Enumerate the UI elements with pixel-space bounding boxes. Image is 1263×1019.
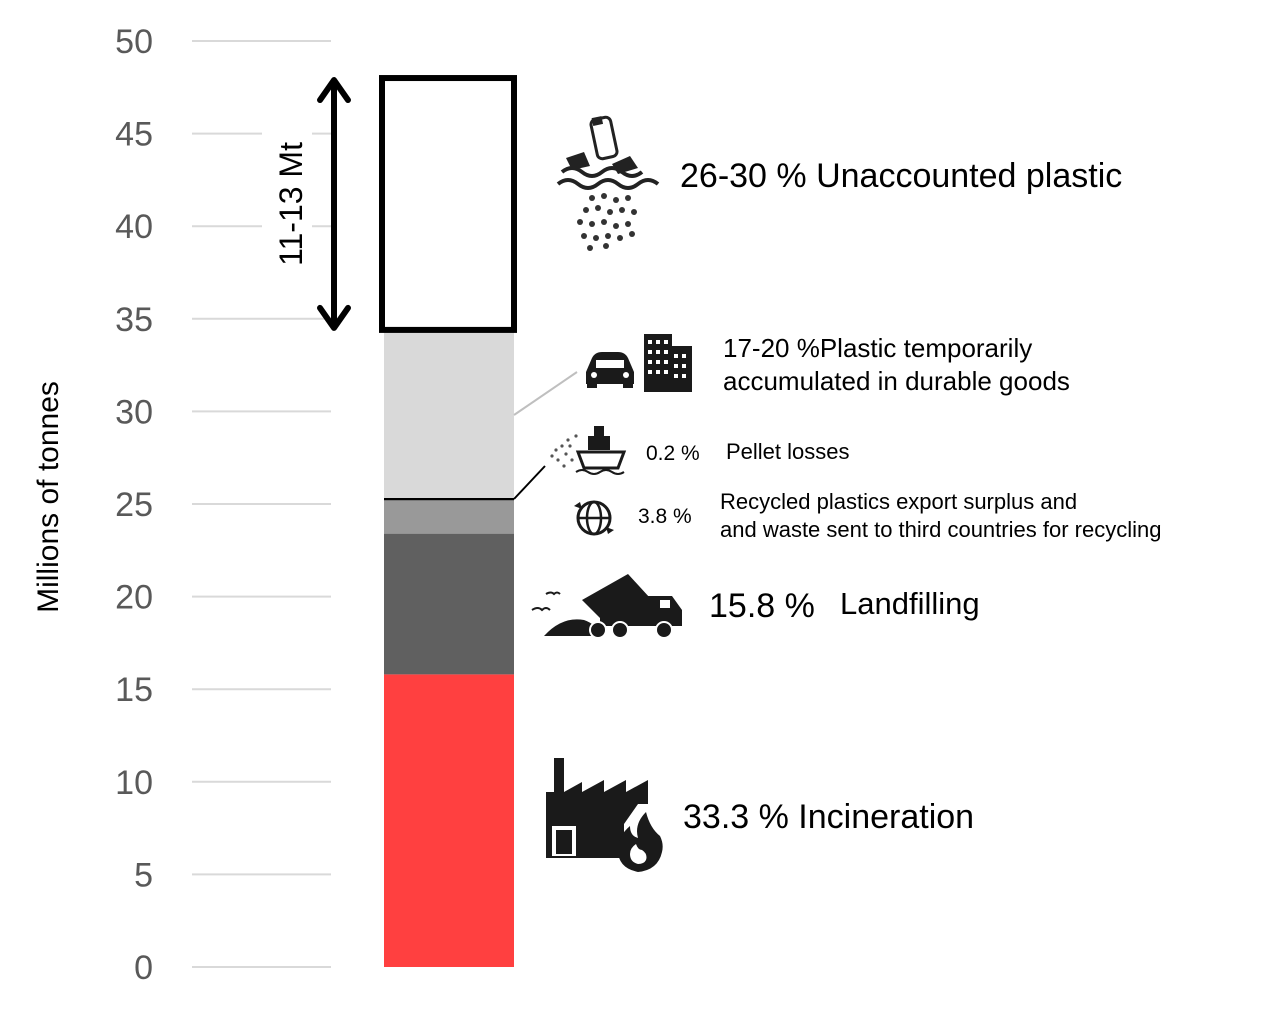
range-label-background xyxy=(262,105,312,301)
y-tick-label: 35 xyxy=(115,301,153,339)
y-tick-label: 10 xyxy=(115,764,153,802)
y-tick-label: 15 xyxy=(115,671,153,709)
dump-truck-icon xyxy=(531,574,682,639)
pellet-label: Pellet losses xyxy=(726,439,850,464)
bar-segment-export xyxy=(384,500,514,534)
bar-segment-unaccounted xyxy=(379,75,517,333)
gridlines xyxy=(192,40,331,968)
building-icon xyxy=(644,334,692,392)
y-tick-label: 0 xyxy=(134,949,153,987)
landfilling-percentage: 15.8 % xyxy=(709,587,815,625)
bar-segment-durable xyxy=(384,329,514,499)
incineration-label: 33.3 % Incineration xyxy=(683,798,974,836)
durable-label-line1: 17-20 %Plastic temporarily xyxy=(723,333,1032,363)
y-tick-label: 25 xyxy=(115,486,153,524)
ship-icon xyxy=(550,426,627,475)
y-tick-label: 5 xyxy=(134,856,153,894)
globe-icon xyxy=(574,500,614,536)
bar-segment-incineration xyxy=(384,674,514,967)
factory-fire-icon xyxy=(546,758,663,872)
ocean-plastic-icon xyxy=(556,115,660,251)
export-percentage: 3.8 % xyxy=(638,505,692,528)
stacked-bar xyxy=(379,75,517,967)
y-axis-ticks: 0 5 10 15 20 25 30 35 40 45 50 xyxy=(115,23,153,987)
range-arrow-head-top xyxy=(317,77,351,104)
y-tick-label: 45 xyxy=(115,116,153,154)
unaccounted-label: 26-30 % Unaccounted plastic xyxy=(680,157,1122,195)
range-arrow-label: 11-13 Mt xyxy=(273,142,309,266)
export-label-line1: Recycled plastics export surplus and xyxy=(720,489,1077,514)
bar-segment-landfilling xyxy=(384,533,514,675)
landfilling-label: Landfilling xyxy=(840,586,980,621)
y-axis-label: Millions of tonnes xyxy=(32,381,65,613)
y-tick-label: 30 xyxy=(115,393,153,431)
durable-label-line2: accumulated in durable goods xyxy=(723,366,1070,396)
pellet-leader-line xyxy=(513,465,546,500)
y-tick-label: 50 xyxy=(115,23,153,61)
range-arrow-head-bottom xyxy=(317,304,351,331)
car-icon xyxy=(586,352,634,388)
y-tick-label: 40 xyxy=(115,208,153,246)
durable-leader-line xyxy=(513,371,578,416)
range-arrow: 11-13 Mt xyxy=(273,77,351,331)
export-label-line2: and waste sent to third countries for re… xyxy=(720,517,1161,542)
pellet-percentage: 0.2 % xyxy=(646,442,700,465)
y-tick-label: 20 xyxy=(115,579,153,617)
